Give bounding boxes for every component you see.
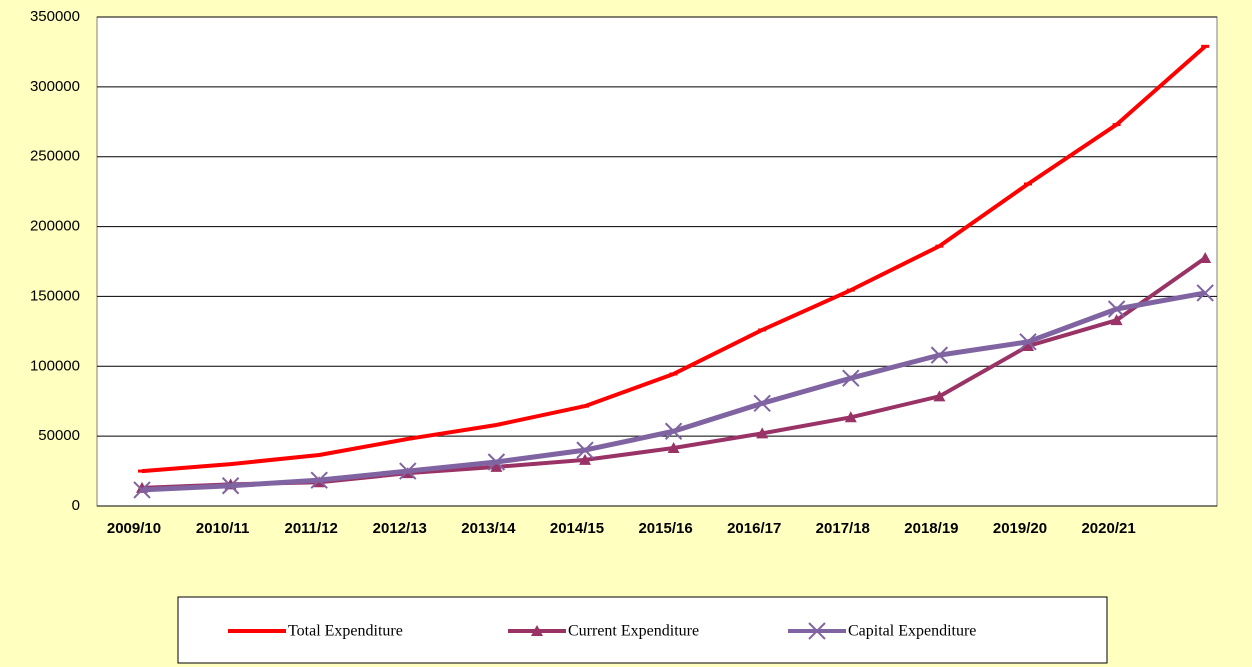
x-tick-label: 2015/16 [638,520,692,537]
point [1199,252,1212,264]
point [756,427,769,439]
x-tick-label: 2009/10 [107,520,161,537]
point [753,394,771,413]
y-tick-label: 250000 [30,148,80,165]
point [842,369,860,387]
point [221,477,240,495]
y-tick-label: 200000 [30,218,80,235]
x-tick-label: 2014/15 [550,520,604,537]
y-tick-label: 50000 [38,427,80,444]
point [1196,284,1214,302]
point [133,481,151,499]
x-tick-label: 2016/17 [727,520,781,537]
point [310,471,328,489]
x-tick-label: 2020/21 [1081,520,1135,537]
x-tick-label: 2017/18 [816,520,870,537]
point [490,460,503,472]
point [664,422,683,440]
x-tick-label: 2011/12 [284,520,337,537]
y-tick-label: 100000 [30,357,80,374]
plot-area [96,16,1218,507]
x-tick-label: 2013/14 [461,520,516,537]
x-tick-label: 2010/11 [196,520,249,537]
point [576,441,594,459]
point [1110,314,1123,326]
legend-label: Total Expenditure [288,623,403,640]
point [1022,340,1034,352]
point [579,453,591,465]
legend-label: Current Expenditure [568,623,699,640]
y-tick-label: 0 [72,497,80,514]
point [1107,300,1126,318]
point [933,390,946,402]
y-tick-label: 300000 [30,78,80,95]
x-tick-label: 2018/19 [904,520,958,537]
point [844,411,857,423]
point [399,462,417,480]
legend-label: Capital Expenditure [848,623,976,640]
x-tick-label: 2019/20 [993,520,1047,537]
legend [177,596,1108,664]
y-tick-label: 350000 [30,8,80,25]
point [1019,333,1037,351]
y-tick-label: 150000 [30,287,80,304]
point [930,346,949,364]
legend-marker [531,625,543,636]
point [487,453,506,471]
point [667,442,680,454]
legend-marker [808,622,826,640]
x-tick-label: 2012/13 [373,520,427,537]
